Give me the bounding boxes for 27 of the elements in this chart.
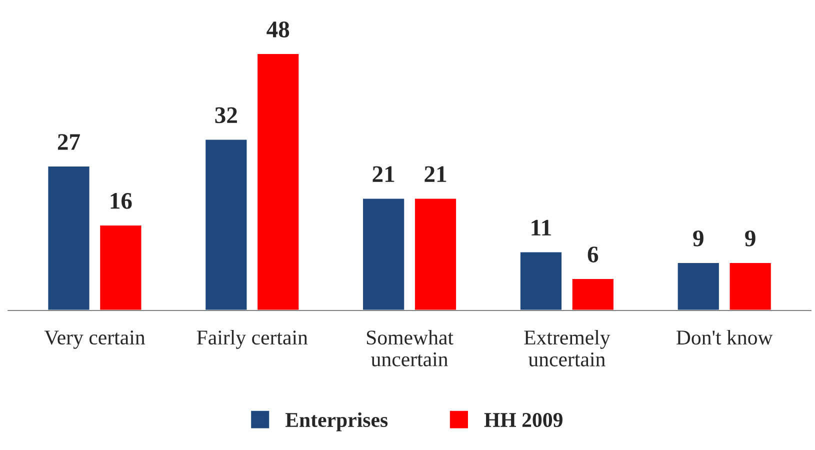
bar	[256, 52, 300, 310]
x-tick-label: Very certain	[44, 330, 146, 349]
data-label: 11	[532, 220, 551, 236]
x-tick-label: Don't know	[676, 330, 773, 345]
bar	[570, 278, 615, 310]
x-tick-label: Extremely uncertain	[524, 330, 610, 366]
x-tick-label: Somewhat uncertain	[366, 330, 454, 366]
data-label: 9	[693, 230, 704, 246]
bar	[676, 262, 720, 310]
data-label: 9	[745, 230, 756, 246]
data-label: 32	[215, 107, 237, 124]
bar	[519, 250, 563, 310]
data-label: 6	[588, 246, 598, 262]
data-label: 21	[372, 166, 394, 182]
bar	[414, 197, 458, 310]
data-label: 16	[110, 193, 132, 209]
bar	[204, 138, 248, 310]
data-label: 48	[266, 22, 290, 38]
bar	[46, 165, 91, 310]
legend-label: Enterprises	[285, 412, 388, 432]
bar	[98, 224, 143, 310]
data-label: 27	[58, 134, 80, 150]
bar	[362, 197, 406, 310]
x-tick-label: Fairly certain	[196, 330, 308, 349]
bar	[728, 262, 772, 310]
legend-label: HH 2009	[484, 412, 562, 428]
data-label: 21	[424, 166, 446, 182]
